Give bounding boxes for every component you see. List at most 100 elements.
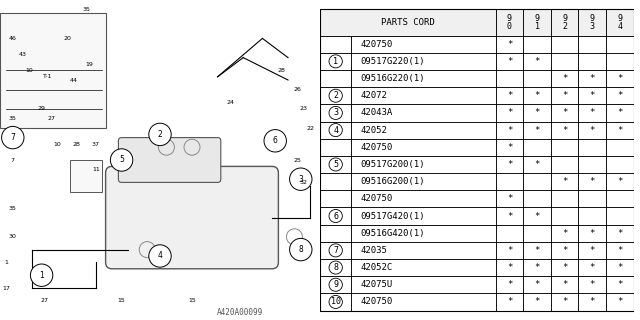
Text: 17: 17 bbox=[3, 285, 10, 291]
Text: 42052C: 42052C bbox=[361, 263, 393, 272]
Bar bbox=[524, 242, 551, 259]
Bar bbox=[579, 190, 606, 207]
Bar bbox=[320, 190, 351, 207]
Circle shape bbox=[149, 123, 172, 146]
Text: *: * bbox=[589, 280, 595, 289]
Text: *: * bbox=[562, 125, 567, 135]
Bar bbox=[320, 10, 495, 36]
Text: 23: 23 bbox=[300, 106, 308, 111]
Text: 20: 20 bbox=[63, 36, 71, 41]
Bar bbox=[320, 10, 634, 36]
Text: *: * bbox=[507, 280, 512, 289]
Bar bbox=[495, 10, 524, 36]
Text: 27: 27 bbox=[41, 298, 49, 303]
Bar bbox=[495, 70, 524, 87]
Text: *: * bbox=[617, 263, 623, 272]
Text: 27: 27 bbox=[47, 116, 55, 121]
Text: *: * bbox=[507, 91, 512, 100]
Bar bbox=[606, 104, 634, 122]
Text: 4: 4 bbox=[157, 252, 163, 260]
Text: *: * bbox=[562, 177, 567, 186]
Bar bbox=[524, 259, 551, 276]
Bar bbox=[579, 156, 606, 173]
Bar bbox=[351, 36, 495, 53]
Bar bbox=[551, 10, 579, 36]
Text: *: * bbox=[589, 246, 595, 255]
Circle shape bbox=[289, 238, 312, 261]
Circle shape bbox=[289, 168, 312, 190]
Text: 35: 35 bbox=[9, 205, 17, 211]
Text: 15: 15 bbox=[188, 298, 196, 303]
Bar bbox=[524, 207, 551, 225]
Text: 1: 1 bbox=[4, 260, 8, 265]
Bar bbox=[606, 87, 634, 104]
Text: 35: 35 bbox=[83, 7, 90, 12]
Circle shape bbox=[329, 124, 342, 137]
Bar bbox=[551, 207, 579, 225]
Bar bbox=[551, 293, 579, 310]
Bar bbox=[320, 207, 351, 225]
Text: *: * bbox=[562, 91, 567, 100]
Bar bbox=[606, 10, 634, 36]
Bar bbox=[320, 104, 351, 122]
Text: 7: 7 bbox=[11, 157, 15, 163]
Text: 6: 6 bbox=[333, 212, 338, 220]
Bar bbox=[351, 190, 495, 207]
Text: 24: 24 bbox=[227, 100, 234, 105]
Bar bbox=[320, 53, 351, 70]
Bar bbox=[495, 122, 524, 139]
Text: 28: 28 bbox=[73, 141, 81, 147]
Bar bbox=[351, 139, 495, 156]
Text: 5: 5 bbox=[119, 156, 124, 164]
Text: 42052: 42052 bbox=[361, 125, 388, 135]
Text: 42035: 42035 bbox=[361, 246, 388, 255]
Text: *: * bbox=[534, 91, 540, 100]
Text: 09516G420(1): 09516G420(1) bbox=[361, 229, 425, 238]
Text: *: * bbox=[562, 229, 567, 238]
Bar bbox=[351, 70, 495, 87]
Text: *: * bbox=[507, 125, 512, 135]
Text: *: * bbox=[534, 108, 540, 117]
Bar bbox=[351, 87, 495, 104]
Bar bbox=[606, 259, 634, 276]
Text: 5: 5 bbox=[333, 160, 338, 169]
Bar bbox=[320, 36, 351, 53]
Text: 11: 11 bbox=[92, 167, 100, 172]
Bar bbox=[579, 259, 606, 276]
Text: *: * bbox=[589, 91, 595, 100]
Bar bbox=[495, 276, 524, 293]
Text: 420750: 420750 bbox=[361, 297, 393, 307]
Bar bbox=[524, 225, 551, 242]
Bar bbox=[320, 156, 351, 173]
Text: 4: 4 bbox=[333, 125, 338, 135]
Circle shape bbox=[329, 158, 342, 171]
Bar bbox=[351, 242, 495, 259]
Text: *: * bbox=[562, 280, 567, 289]
Circle shape bbox=[329, 244, 342, 257]
Bar bbox=[0, 13, 106, 128]
Bar bbox=[579, 87, 606, 104]
Bar bbox=[579, 207, 606, 225]
Text: *: * bbox=[589, 125, 595, 135]
Circle shape bbox=[329, 89, 342, 102]
Text: 44: 44 bbox=[70, 77, 77, 83]
Bar bbox=[579, 122, 606, 139]
Bar bbox=[320, 225, 351, 242]
Text: 22: 22 bbox=[307, 125, 314, 131]
Text: *: * bbox=[507, 40, 512, 49]
Text: *: * bbox=[507, 297, 512, 307]
Bar bbox=[495, 87, 524, 104]
Circle shape bbox=[110, 149, 133, 171]
Bar bbox=[351, 156, 495, 173]
Text: 42075U: 42075U bbox=[361, 280, 393, 289]
Bar bbox=[524, 122, 551, 139]
Text: 3: 3 bbox=[298, 175, 303, 184]
Bar bbox=[351, 122, 495, 139]
Text: 2: 2 bbox=[157, 130, 163, 139]
Text: *: * bbox=[617, 91, 623, 100]
Text: *: * bbox=[589, 74, 595, 83]
Text: 6: 6 bbox=[273, 136, 278, 145]
Text: 42072: 42072 bbox=[361, 91, 388, 100]
Bar bbox=[579, 276, 606, 293]
Text: 8: 8 bbox=[333, 263, 338, 272]
